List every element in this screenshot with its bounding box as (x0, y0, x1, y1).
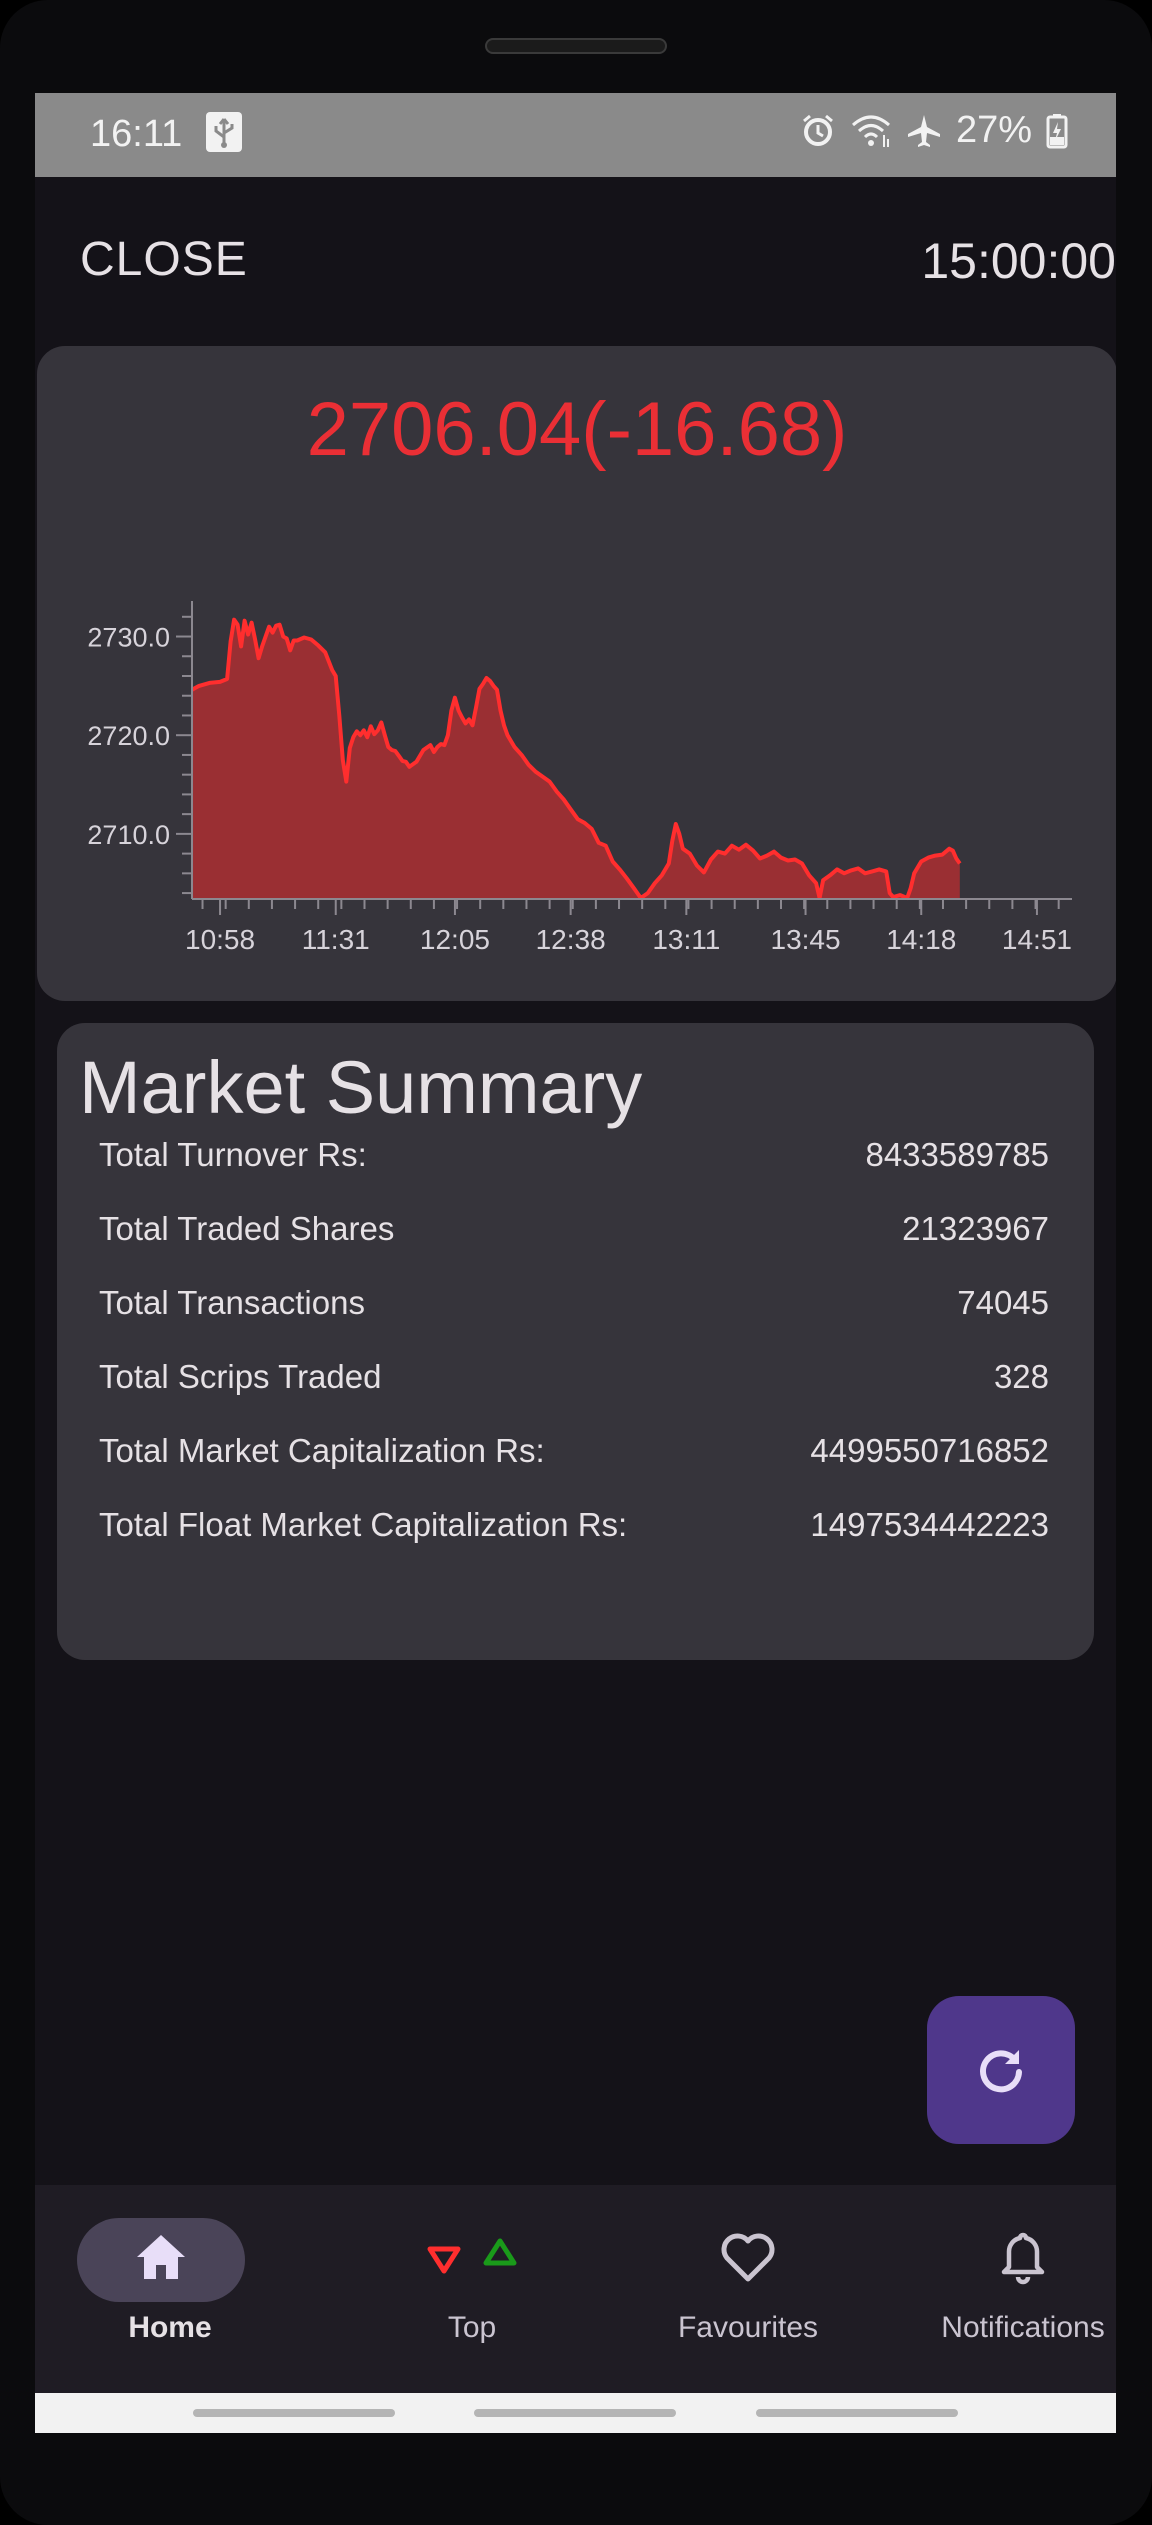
nav-item-top[interactable]: Top (337, 2185, 607, 2393)
system-gesture-bar (35, 2393, 1116, 2433)
home-icon (137, 2235, 185, 2279)
y-tick-label: 2730.0 (87, 623, 170, 653)
summary-label: Total Turnover Rs: (99, 1136, 367, 1173)
x-tick-label: 10:58 (185, 924, 255, 955)
refresh-button[interactable] (927, 1996, 1075, 2144)
market-summary-card: Market Summary Total Turnover Rs: 843358… (57, 1023, 1094, 1660)
market-status-bar: CLOSE 15:00:00 (35, 177, 1116, 347)
series-line (191, 617, 962, 900)
earpiece-speaker (485, 38, 667, 54)
usb-icon (206, 112, 242, 152)
summary-row-scrips-traded: Total Scrips Traded 328 (99, 1347, 1049, 1407)
market-status-label: CLOSE (80, 233, 248, 286)
status-bar: 16:11 (35, 93, 1116, 177)
x-tick-label: 12:38 (536, 924, 606, 955)
summary-row-traded-shares: Total Traded Shares 21323967 (99, 1199, 1049, 1259)
alarm-icon (802, 114, 833, 146)
summary-row-float-market-cap: Total Float Market Capitalization Rs: 14… (99, 1495, 1049, 1555)
nav-item-notifications[interactable]: Notifications (888, 2185, 1116, 2393)
market-clock: 15:00:00 (921, 233, 1116, 289)
nav-item-home[interactable]: Home (35, 2185, 305, 2393)
x-tick-label: 13:11 (652, 924, 720, 955)
wifi-icon (851, 115, 890, 147)
summary-value: 74045 (957, 1284, 1049, 1321)
gesture-handle-center[interactable] (474, 2409, 676, 2417)
gesture-handle-right[interactable] (756, 2409, 958, 2417)
x-tick-label: 14:18 (886, 924, 956, 955)
nav-label-favourites: Favourites (677, 2311, 819, 2344)
index-value: 2706.04(-16.68) (306, 387, 848, 472)
nav-label-top: Top (447, 2311, 497, 2344)
gesture-handle-left[interactable] (193, 2409, 395, 2417)
series-area-fill (192, 619, 960, 899)
battery-icon (1046, 113, 1068, 148)
market-summary-title: Market Summary (79, 1046, 643, 1129)
summary-label: Total Transactions (99, 1284, 365, 1321)
index-chart-card: 2706.04(-16.68) 2730.0 2720.0 2710.0 10:58 1… (37, 346, 1116, 1001)
heart-icon (721, 2233, 775, 2282)
x-tick-label: 14:51 (1002, 924, 1072, 955)
summary-value: 8433589785 (865, 1136, 1049, 1173)
refresh-icon (980, 2050, 1022, 2093)
bell-icon (1001, 2232, 1045, 2285)
summary-value: 4499550716852 (810, 1432, 1049, 1469)
airplane-icon (907, 114, 940, 147)
summary-label: Total Market Capitalization Rs: (99, 1432, 545, 1469)
index-area-chart: 2730.0 2720.0 2710.0 10:58 11:31 12:05 12:38 13… (87, 601, 1072, 955)
x-tick-label: 11:31 (302, 924, 370, 955)
top-movers-icon (427, 2238, 517, 2274)
screen: 16:11 (35, 93, 1116, 2433)
summary-label: Total Traded Shares (99, 1210, 395, 1247)
x-tick-label: 12:05 (420, 924, 490, 955)
battery-percent: 27% (955, 109, 1032, 151)
y-tick-label: 2720.0 (87, 721, 170, 751)
nav-item-favourites[interactable]: Favourites (613, 2185, 883, 2393)
nav-label-home: Home (128, 2311, 212, 2344)
x-tick-label: 13:45 (771, 924, 841, 955)
summary-value: 328 (993, 1358, 1049, 1395)
summary-row-market-cap: Total Market Capitalization Rs: 44995507… (99, 1421, 1049, 1481)
summary-value: 1497534442223 (810, 1506, 1049, 1543)
bottom-navigation: Home Top Favourites Notif (35, 2185, 1116, 2393)
y-tick-label: 2710.0 (87, 820, 170, 850)
summary-label: Total Scrips Traded (99, 1358, 382, 1395)
status-time: 16:11 (90, 113, 183, 155)
summary-row-turnover: Total Turnover Rs: 8433589785 (99, 1125, 1049, 1185)
nav-label-notifications: Notifications (941, 2311, 1105, 2344)
summary-value: 21323967 (902, 1210, 1049, 1247)
summary-label: Total Float Market Capitalization Rs: (99, 1506, 628, 1543)
summary-row-transactions: Total Transactions 74045 (99, 1273, 1049, 1333)
